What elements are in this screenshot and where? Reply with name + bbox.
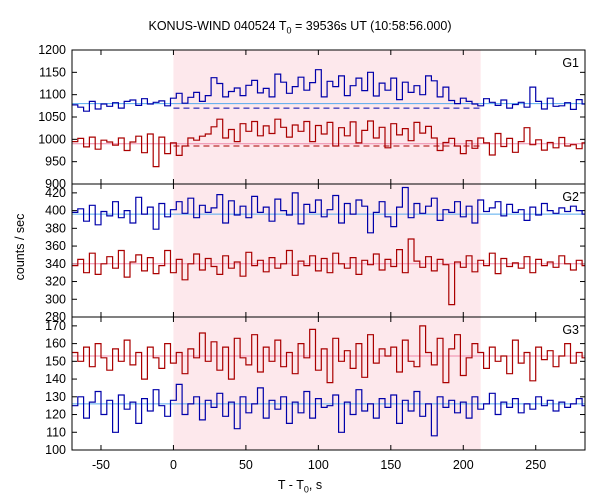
y-tick-label: 130 — [45, 390, 66, 404]
x-tick-label: 50 — [239, 458, 253, 472]
x-tick-label: 0 — [170, 458, 177, 472]
x-tick-label: 100 — [308, 458, 329, 472]
chart-title-main: KONUS-WIND 040524 T — [148, 19, 287, 33]
x-tick-label: 200 — [453, 458, 474, 472]
series-step-line-red — [72, 118, 585, 168]
y-tick-label: 400 — [45, 204, 66, 218]
y-tick-label: 140 — [45, 372, 66, 386]
y-tick-label: 1000 — [38, 132, 66, 146]
shaded-interval — [173, 50, 481, 450]
y-tick-label: 280 — [45, 310, 66, 324]
panel-label: G1 — [562, 56, 579, 70]
y-tick-label: 360 — [45, 239, 66, 253]
y-tick-label: 950 — [45, 155, 66, 169]
y-tick-label: 1100 — [39, 88, 66, 102]
panel-label: G3 — [562, 323, 579, 337]
y-tick-label: 110 — [46, 425, 66, 439]
series-step-line-blue — [72, 69, 585, 112]
y-axis-label: counts / sec — [13, 213, 27, 281]
series-step-line-blue — [72, 383, 585, 437]
x-axis-label-main: T - T — [277, 478, 304, 492]
y-tick-label: 340 — [45, 257, 66, 271]
series-step-line-red — [72, 325, 585, 384]
chart-title: KONUS-WIND 040524 T0 = 39536s UT (10:58:… — [0, 19, 600, 36]
y-tick-label: 150 — [45, 354, 66, 368]
y-tick-label: 300 — [45, 292, 66, 306]
y-tick-label: 320 — [45, 275, 66, 289]
y-tick-label: 380 — [45, 221, 66, 235]
y-tick-label: 1050 — [38, 110, 66, 124]
x-axis-label-rest: , s — [308, 478, 323, 492]
y-tick-label: 1200 — [38, 43, 66, 57]
y-tick-label: 160 — [45, 337, 66, 351]
panel-label: G2 — [562, 190, 579, 204]
y-tick-label: 170 — [45, 319, 66, 333]
chart-title-sub: 0 — [286, 25, 292, 36]
y-tick-label: 900 — [45, 177, 66, 191]
series-step-line-red — [72, 238, 585, 306]
y-tick-label: 120 — [45, 408, 66, 422]
y-tick-label: 100 — [45, 443, 66, 457]
y-tick-label: 420 — [45, 186, 66, 200]
x-axis-label: T - T0, s — [0, 478, 600, 495]
series-step-line-blue — [72, 186, 585, 234]
x-tick-label: 250 — [525, 458, 546, 472]
y-tick-label: 1150 — [39, 65, 66, 79]
x-axis-label-sub: 0 — [303, 484, 309, 495]
x-tick-label: 150 — [380, 458, 401, 472]
x-tick-label: -50 — [92, 458, 110, 472]
panel-frame — [71, 316, 586, 451]
chart-title-rest: = 39536s UT (10:58:56.000) — [291, 19, 452, 33]
